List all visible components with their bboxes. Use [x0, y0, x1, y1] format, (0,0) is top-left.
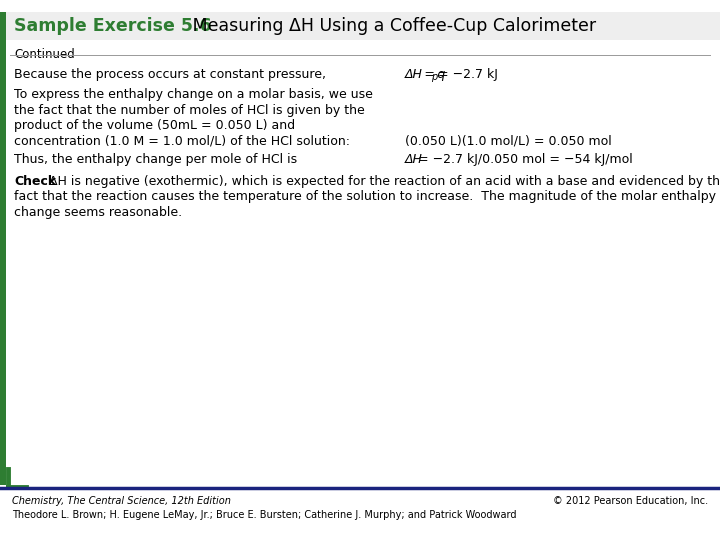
- Text: To express the enthalpy change on a molar basis, we use: To express the enthalpy change on a mola…: [14, 88, 373, 101]
- Text: change seems reasonable.: change seems reasonable.: [14, 206, 182, 219]
- Text: Measuring ΔH Using a Coffee-Cup Calorimeter: Measuring ΔH Using a Coffee-Cup Calorime…: [187, 17, 596, 35]
- Bar: [0, 12, 720, 40]
- Text: Continued: Continued: [14, 48, 75, 61]
- Text: Theodore L. Brown; H. Eugene LeMay, Jr.; Bruce E. Bursten; Catherine J. Murphy; : Theodore L. Brown; H. Eugene LeMay, Jr.;…: [12, 510, 516, 520]
- Text: ΔH: ΔH: [405, 152, 423, 165]
- Text: = −2.7 kJ: = −2.7 kJ: [434, 68, 498, 81]
- Text: © 2012 Pearson Education, Inc.: © 2012 Pearson Education, Inc.: [553, 496, 708, 506]
- Text: Sample Exercise 5.6: Sample Exercise 5.6: [14, 17, 212, 35]
- Text: Chemistry, The Central Science, 12th Edition: Chemistry, The Central Science, 12th Edi…: [12, 496, 231, 506]
- Text: p: p: [431, 72, 438, 82]
- Text: fact that the reaction causes the temperature of the solution to increase.  The : fact that the reaction causes the temper…: [14, 190, 716, 203]
- Text: (0.050 L)(1.0 mol/L) = 0.050 mol: (0.050 L)(1.0 mol/L) = 0.050 mol: [405, 134, 612, 147]
- Text: concentration (1.0 M = 1.0 mol/L) of the HCl solution:: concentration (1.0 M = 1.0 mol/L) of the…: [14, 134, 350, 147]
- Text: the fact that the number of moles of HCl is given by the: the fact that the number of moles of HCl…: [14, 104, 365, 117]
- Text: product of the volume (50mL = 0.050 L) and: product of the volume (50mL = 0.050 L) a…: [14, 119, 295, 132]
- Bar: [0, 12, 6, 485]
- Text: Because the process occurs at constant pressure,: Because the process occurs at constant p…: [14, 68, 326, 81]
- Text: ΔH = q: ΔH = q: [405, 68, 446, 81]
- Text: Thus, the enthalpy change per mole of HCl is: Thus, the enthalpy change per mole of HC…: [14, 152, 297, 165]
- Text: ΔH is negative (exothermic), which is expected for the reaction of an acid with : ΔH is negative (exothermic), which is ex…: [45, 174, 720, 187]
- Text: = −2.7 kJ/0.050 mol = −54 kJ/mol: = −2.7 kJ/0.050 mol = −54 kJ/mol: [413, 152, 632, 165]
- Text: Check: Check: [14, 174, 56, 187]
